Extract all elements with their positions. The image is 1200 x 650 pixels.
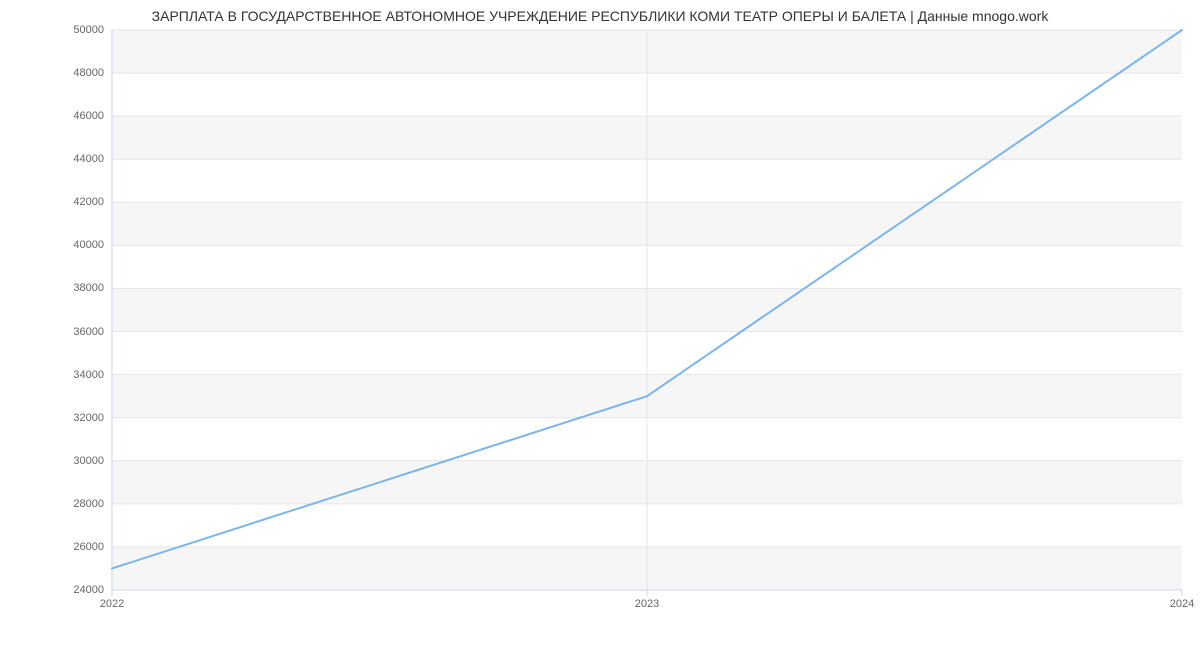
y-tick-label: 46000 (73, 110, 112, 122)
plot-area: 2400026000280003000032000340003600038000… (112, 30, 1182, 590)
y-tick-label: 26000 (73, 541, 112, 553)
x-tick-label: 2023 (635, 590, 659, 610)
chart-title: ЗАРПЛАТА В ГОСУДАРСТВЕННОЕ АВТОНОМНОЕ УЧ… (0, 8, 1200, 24)
y-tick-label: 32000 (73, 412, 112, 424)
x-tick-label: 2022 (100, 590, 124, 610)
y-tick-label: 40000 (73, 239, 112, 251)
y-tick-label: 42000 (73, 196, 112, 208)
y-tick-label: 50000 (73, 24, 112, 36)
y-tick-label: 38000 (73, 282, 112, 294)
salary-line-chart: ЗАРПЛАТА В ГОСУДАРСТВЕННОЕ АВТОНОМНОЕ УЧ… (0, 0, 1200, 650)
y-tick-label: 36000 (73, 326, 112, 338)
x-tick-label: 2024 (1170, 590, 1194, 610)
y-tick-label: 30000 (73, 455, 112, 467)
y-tick-label: 48000 (73, 67, 112, 79)
y-tick-label: 34000 (73, 369, 112, 381)
y-tick-label: 44000 (73, 153, 112, 165)
y-tick-label: 28000 (73, 498, 112, 510)
